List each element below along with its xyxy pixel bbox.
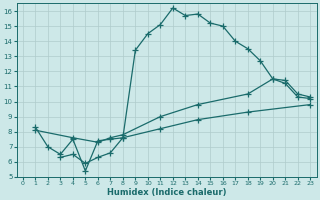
X-axis label: Humidex (Indice chaleur): Humidex (Indice chaleur) [107, 188, 226, 197]
